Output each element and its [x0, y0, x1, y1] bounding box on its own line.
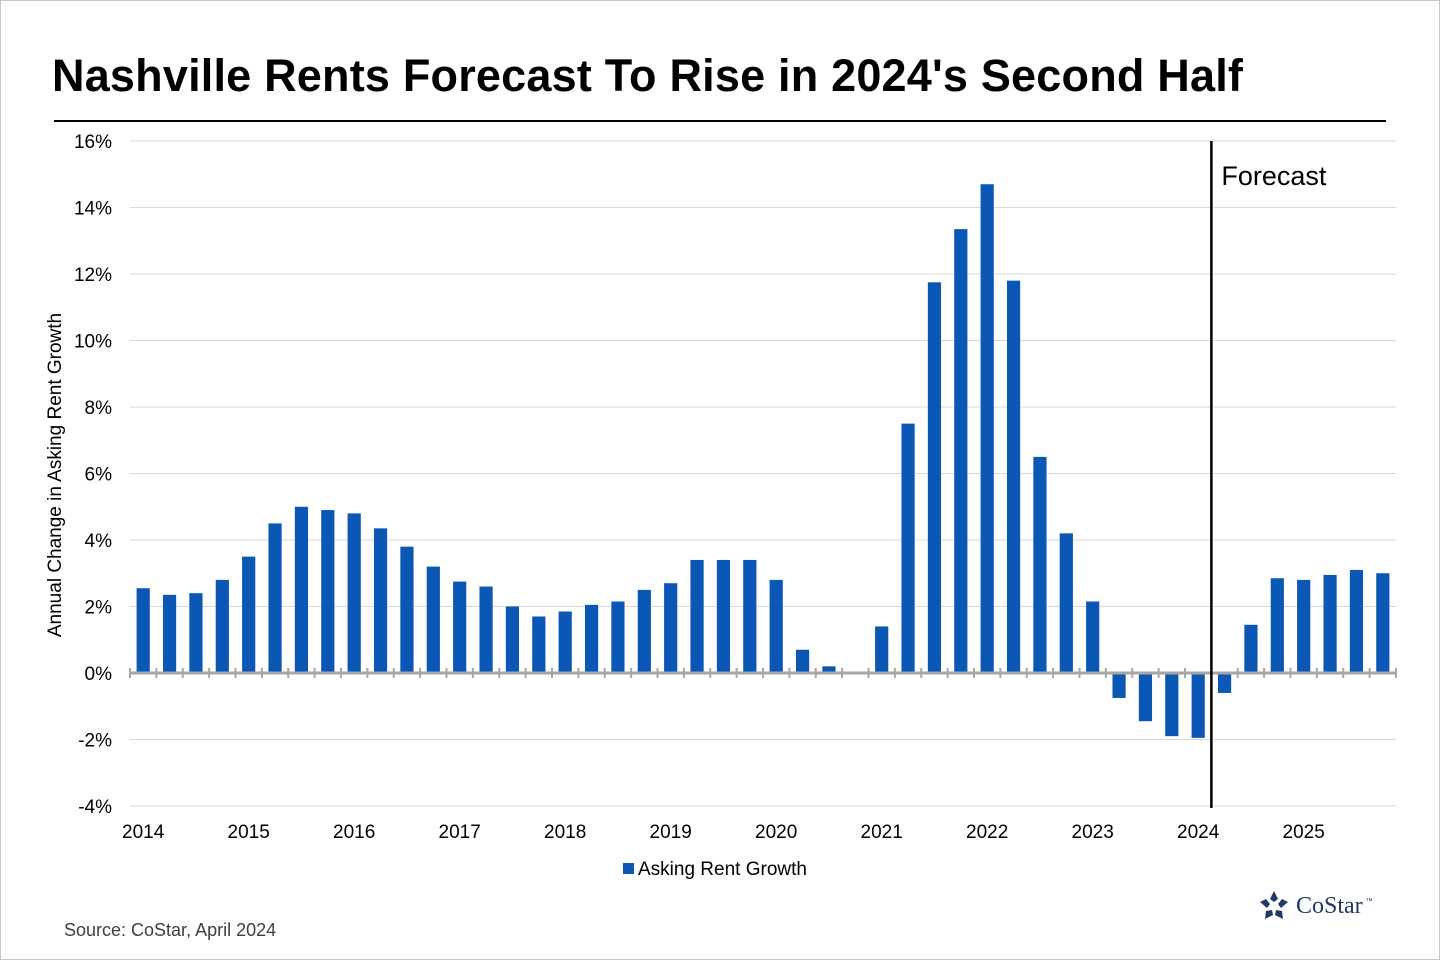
x-tick-label: 2024	[1177, 822, 1220, 843]
bar	[347, 513, 361, 673]
y-tick-label: 8%	[85, 398, 113, 419]
bar	[769, 579, 783, 673]
bar	[1297, 579, 1311, 673]
bar	[453, 581, 467, 673]
gridlines	[130, 140, 1396, 807]
bar	[1244, 624, 1258, 673]
bar	[1033, 456, 1047, 674]
bar	[1059, 533, 1073, 673]
zero-axis	[129, 668, 1397, 678]
bar	[584, 604, 599, 673]
forecast-label: Forecast	[1221, 161, 1327, 191]
y-tick-label: -4%	[78, 797, 112, 818]
bar	[1323, 574, 1337, 673]
y-tick-label: 10%	[74, 332, 112, 353]
bar	[1349, 569, 1364, 673]
bar	[1165, 673, 1179, 737]
bar	[1006, 280, 1021, 673]
bar	[1112, 673, 1126, 698]
bar	[690, 559, 704, 673]
bar	[373, 528, 388, 673]
x-tick-label: 2020	[755, 822, 797, 843]
bar	[321, 510, 335, 673]
legend-label: Asking Rent Growth	[638, 859, 807, 880]
costar-star-icon	[1260, 891, 1288, 919]
bar	[927, 282, 942, 673]
bar	[980, 184, 994, 674]
x-tick-label: 2017	[439, 822, 481, 843]
bar	[400, 546, 414, 673]
bar	[426, 566, 440, 673]
bar	[532, 616, 546, 673]
x-tick-label: 2021	[861, 822, 903, 843]
bar	[294, 506, 309, 673]
costar-logo: CoStar ™	[1258, 890, 1373, 922]
bar	[901, 423, 915, 673]
bar	[479, 586, 493, 673]
legend: Asking Rent Growth	[623, 859, 807, 880]
bar	[242, 556, 256, 674]
bar	[1376, 573, 1390, 673]
x-tick-label: 2022	[966, 822, 1008, 843]
x-tick-label: 2018	[544, 822, 586, 843]
y-tick-label: -2%	[78, 731, 112, 752]
x-tick-label: 2025	[1283, 822, 1325, 843]
chart-title: Nashville Rents Forecast To Rise in 2024…	[52, 50, 1244, 101]
bar	[875, 626, 889, 673]
forecast-annotation: Forecast	[1210, 141, 1327, 808]
x-tick-label: 2016	[333, 822, 375, 843]
x-tick-label: 2015	[228, 822, 270, 843]
y-tick-label: 6%	[85, 465, 113, 486]
y-tick-label: 14%	[74, 199, 112, 220]
bar	[822, 666, 836, 673]
bar	[795, 649, 810, 673]
y-tick-label: 16%	[74, 132, 112, 153]
bar	[268, 523, 282, 674]
bar	[1217, 673, 1232, 693]
bar	[637, 589, 651, 674]
y-axis-label: Annual Change in Asking Rent Growth	[45, 313, 66, 637]
bar	[162, 594, 177, 673]
bar	[954, 229, 968, 674]
source-note: Source: CoStar, April 2024	[64, 920, 277, 940]
y-tick-label: 2%	[85, 598, 113, 619]
bar	[716, 559, 731, 673]
bar	[505, 606, 520, 673]
bar	[1191, 673, 1205, 738]
bar	[664, 583, 678, 673]
bar	[189, 593, 203, 673]
legend-swatch	[623, 863, 634, 874]
y-tick-label: 12%	[74, 265, 112, 286]
bar	[1138, 673, 1153, 722]
x-tick-label: 2019	[650, 822, 692, 843]
bar	[1086, 601, 1100, 673]
bar	[558, 611, 572, 673]
bars	[136, 184, 1390, 738]
y-tick-label: 0%	[85, 664, 113, 685]
bar	[215, 579, 229, 673]
x-tick-label: 2014	[122, 822, 165, 843]
bar	[1270, 578, 1284, 673]
bar	[136, 588, 150, 673]
bar	[743, 559, 757, 673]
title-underline	[54, 120, 1386, 122]
x-tick-labels: 2014 2015 2016 2017 2018 2019 2020 2021 2022 2023…	[122, 822, 1325, 843]
logo-trademark: ™	[1365, 897, 1373, 905]
bar	[611, 601, 625, 673]
y-tick-labels: -4% -2% 0% 2% 4% 6% 8% 10% 12% 14% 16%	[74, 132, 112, 818]
x-tick-label: 2023	[1072, 822, 1114, 843]
y-tick-label: 4%	[85, 531, 113, 552]
logo-wordmark: CoStar	[1296, 892, 1363, 919]
